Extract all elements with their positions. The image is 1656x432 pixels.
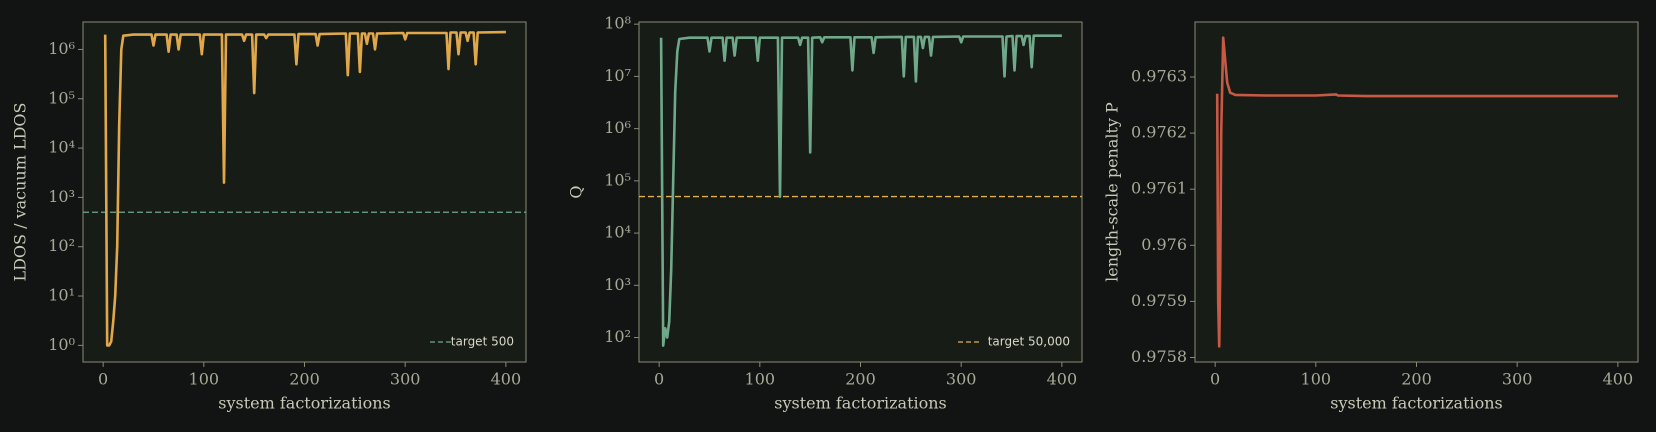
y-tick-label: 0.9759 — [1131, 291, 1187, 310]
y-tick-label: 10⁷ — [604, 66, 631, 85]
y-tick-label: 10⁶ — [604, 118, 631, 137]
y-tick-label: 10² — [604, 327, 631, 346]
x-tick-label: 100 — [189, 370, 220, 389]
x-tick-label: 300 — [946, 370, 977, 389]
legend-label: target 500 — [451, 335, 514, 349]
y-tick-label: 10² — [48, 236, 75, 255]
x-tick-label: 0 — [1210, 370, 1220, 389]
y-tick-label: 10¹ — [48, 286, 75, 305]
y-axis-label: Q — [567, 185, 586, 198]
y-tick-label: 0.9761 — [1131, 179, 1187, 198]
x-tick-label: 0 — [654, 370, 664, 389]
y-axis-label: length-scale penalty P — [1103, 102, 1122, 282]
plot-area — [638, 21, 1083, 363]
y-tick-label: 0.9758 — [1131, 347, 1187, 366]
y-tick-label: 10⁰ — [48, 335, 75, 354]
plot-area — [82, 21, 527, 363]
x-tick-label: 300 — [1502, 370, 1533, 389]
y-axis-label: LDOS / vacuum LDOS — [11, 102, 30, 281]
legend-label: target 50,000 — [988, 335, 1070, 349]
x-axis-label: system factorizations — [218, 394, 391, 413]
x-tick-label: 400 — [491, 370, 522, 389]
x-tick-label: 100 — [745, 370, 776, 389]
x-tick-label: 200 — [845, 370, 876, 389]
y-tick-label: 0.976 — [1141, 235, 1187, 254]
x-tick-label: 400 — [1047, 370, 1078, 389]
y-tick-label: 10⁸ — [604, 14, 631, 33]
x-tick-label: 300 — [390, 370, 421, 389]
x-tick-label: 400 — [1603, 370, 1634, 389]
x-axis-label: system factorizations — [774, 394, 947, 413]
y-tick-label: 10⁵ — [604, 170, 631, 189]
data-line — [1215, 36, 1618, 348]
data-line — [103, 30, 506, 347]
x-axis-label: system factorizations — [1330, 394, 1503, 413]
y-tick-label: 10³ — [604, 275, 631, 294]
x-tick-label: 0 — [98, 370, 108, 389]
data-line — [659, 34, 1062, 347]
x-tick-label: 200 — [289, 370, 320, 389]
y-tick-label: 10⁴ — [48, 138, 75, 157]
plot-area — [1194, 21, 1639, 363]
x-tick-label: 100 — [1301, 370, 1332, 389]
y-tick-label: 10⁴ — [604, 223, 631, 242]
y-tick-label: 0.9763 — [1131, 66, 1187, 85]
y-tick-label: 10⁶ — [48, 39, 75, 58]
y-tick-label: 0.9762 — [1131, 123, 1187, 142]
x-tick-label: 200 — [1401, 370, 1432, 389]
y-tick-label: 10⁵ — [48, 88, 75, 107]
y-tick-label: 10³ — [48, 187, 75, 206]
